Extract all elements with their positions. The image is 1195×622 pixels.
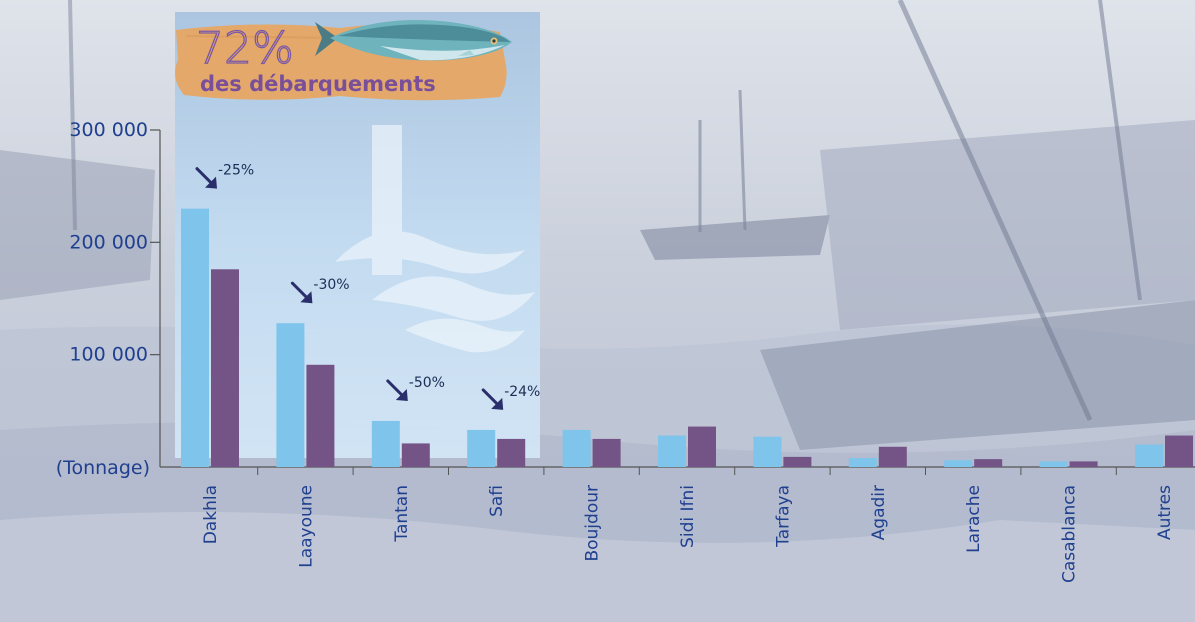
x-category-label: Laayoune bbox=[296, 485, 316, 568]
bar-casablanca-series-1 bbox=[1039, 461, 1068, 467]
bar-agadir-series-2 bbox=[878, 446, 907, 467]
fish-icon bbox=[315, 20, 512, 61]
x-category-label: Safi bbox=[487, 485, 507, 517]
x-category-label: Sidi Ifni bbox=[678, 485, 698, 548]
bar-larache-series-1 bbox=[944, 460, 973, 467]
x-category-label: Boujdour bbox=[583, 485, 603, 562]
logo-watermark bbox=[335, 125, 535, 353]
down-arrow-icon bbox=[195, 167, 217, 189]
bar-autres-series-1 bbox=[1135, 444, 1163, 467]
y-axis-label: (Tonnage) bbox=[56, 457, 150, 479]
bar-safi-series-1 bbox=[467, 429, 496, 467]
y-tick-label: 200 000 bbox=[69, 231, 148, 253]
down-arrow-icon bbox=[290, 281, 313, 304]
banner-subtitle: des débarquements bbox=[200, 72, 436, 96]
bar-sidi-ifni-series-1 bbox=[658, 435, 686, 467]
variation-label: -30% bbox=[313, 277, 349, 293]
x-category-label: Dakhla bbox=[201, 485, 221, 544]
bar-boujdour-series-2 bbox=[592, 438, 621, 467]
variation-label: -25% bbox=[218, 163, 254, 179]
down-arrow-icon bbox=[481, 388, 504, 410]
bar-autres-series-2 bbox=[1165, 435, 1193, 467]
variation-label: -24% bbox=[504, 384, 540, 400]
bar-larache-series-2 bbox=[974, 459, 1003, 467]
bar-boujdour-series-1 bbox=[562, 429, 591, 467]
y-tick-label: 100 000 bbox=[69, 344, 148, 366]
x-category-label: Tarfaya bbox=[773, 485, 793, 548]
bar-dakhla-series-1 bbox=[181, 208, 209, 467]
bar-sidi-ifni-series-2 bbox=[688, 426, 716, 467]
bar-casablanca-series-2 bbox=[1069, 461, 1098, 467]
x-category-label: Autres bbox=[1155, 485, 1175, 540]
bar-laayoune-series-1 bbox=[276, 323, 305, 467]
bar-tarfaya-series-1 bbox=[753, 436, 782, 467]
bar-tantan-series-2 bbox=[401, 443, 430, 467]
bar-laayoune-series-2 bbox=[306, 364, 335, 467]
x-category-label: Tantan bbox=[392, 485, 412, 543]
down-arrow-icon bbox=[386, 379, 408, 401]
bar-tantan-series-1 bbox=[371, 420, 400, 467]
x-category-label: Agadir bbox=[869, 485, 889, 540]
bar-dakhla-series-2 bbox=[211, 269, 239, 467]
bar-tarfaya-series-2 bbox=[783, 456, 812, 467]
banner-percent: 72% bbox=[196, 23, 294, 74]
bar-safi-series-2 bbox=[497, 438, 526, 467]
x-category-label: Casablanca bbox=[1060, 485, 1080, 583]
y-tick-label: 300 000 bbox=[69, 119, 148, 141]
x-category-label: Larache bbox=[964, 485, 984, 553]
variation-label: -50% bbox=[409, 375, 445, 391]
bar-agadir-series-1 bbox=[848, 458, 877, 467]
banner: 72% des débarquements bbox=[175, 20, 512, 101]
